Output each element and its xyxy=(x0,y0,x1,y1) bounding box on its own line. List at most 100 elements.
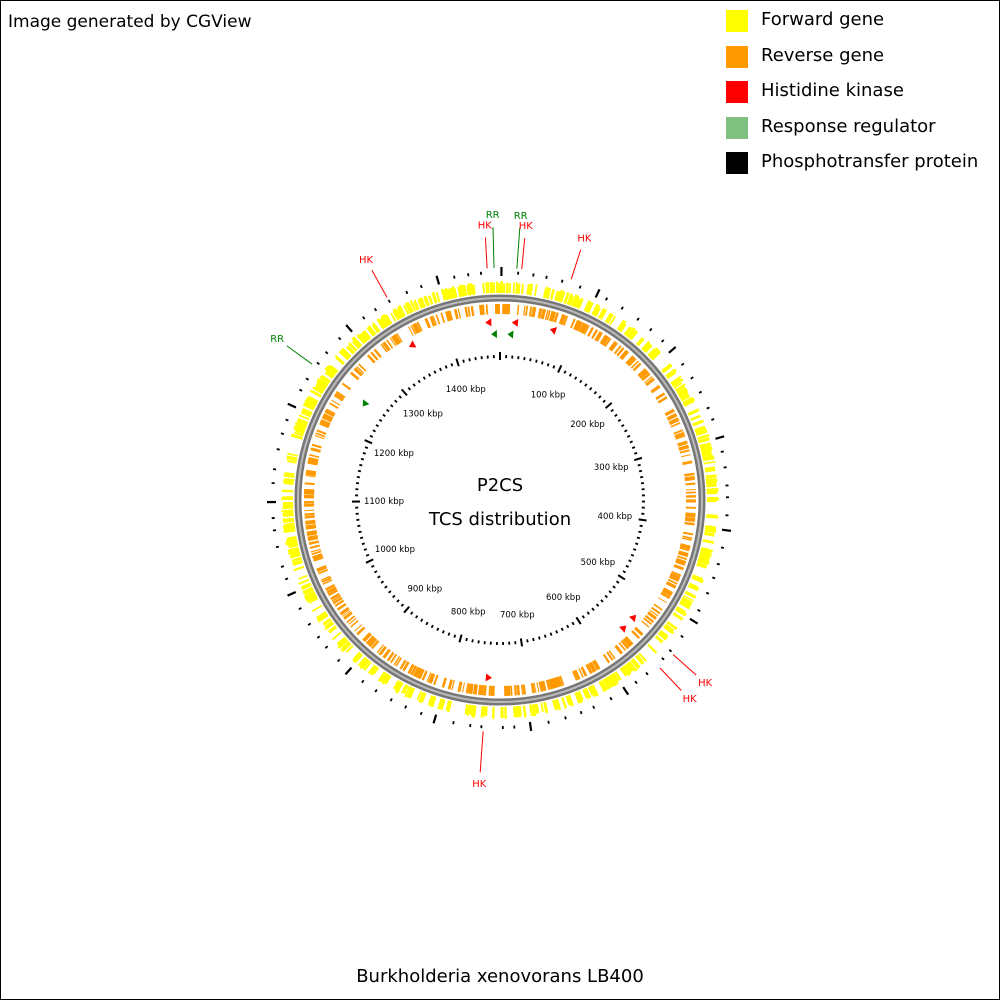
forward-gene-mark xyxy=(282,518,295,524)
reverse-gene-mark xyxy=(685,512,696,516)
reverse-gene-mark xyxy=(680,543,691,549)
forward-gene-mark xyxy=(522,705,527,718)
ruler-minor-tick xyxy=(538,636,541,640)
forward-gene-mark xyxy=(642,343,652,352)
ruler-minor-tick xyxy=(360,457,365,461)
ruler-minor-tick xyxy=(417,379,421,384)
ruler-label: 800 kbp xyxy=(451,608,486,618)
forward-gene-mark xyxy=(282,517,294,522)
ruler-minor-tick xyxy=(639,524,643,528)
forward-gene-mark xyxy=(440,699,446,710)
reverse-gene-mark xyxy=(678,445,690,451)
forward-gene-mark xyxy=(611,673,619,683)
reverse-gene-mark xyxy=(667,578,678,585)
forward-gene-mark xyxy=(284,472,295,477)
forward-gene-mark xyxy=(704,531,715,537)
reverse-gene-mark xyxy=(307,535,318,540)
ruler-label: 700 kbp xyxy=(500,611,535,621)
reverse-gene-mark xyxy=(630,360,639,369)
forward-gene-mark xyxy=(705,477,717,481)
reverse-gene-mark xyxy=(578,668,584,678)
ruler-minor-tick xyxy=(555,630,559,634)
kbp-ruler: 100 kbp 200 kbp 300 kbp 400 kbp 500 kbp 600 k… xyxy=(351,352,647,647)
forward-gene-mark xyxy=(638,652,647,662)
ruler-minor-tick xyxy=(560,627,564,632)
forward-gene-mark xyxy=(348,342,358,352)
outer-tick xyxy=(453,275,456,279)
reverse-gene-mark xyxy=(371,640,380,650)
ruler-minor-tick xyxy=(586,611,590,615)
reverse-gene-mark xyxy=(319,422,330,429)
ruler-minor-tick xyxy=(615,580,620,584)
reverse-gene-mark xyxy=(336,603,347,611)
outer-tick xyxy=(545,275,548,279)
forward-gene-mark xyxy=(431,292,437,304)
forward-gene-mark xyxy=(700,549,711,554)
forward-gene-mark xyxy=(702,456,715,461)
forward-gene-mark xyxy=(534,703,540,714)
outer-tick xyxy=(622,686,630,696)
outer-tick xyxy=(711,418,715,421)
forward-gene-mark xyxy=(329,364,339,373)
forward-gene-mark xyxy=(401,684,409,695)
forward-gene-mark xyxy=(543,286,550,299)
reverse-gene-mark xyxy=(389,337,397,347)
forward-gene-mark xyxy=(308,396,319,404)
reverse-gene-mark xyxy=(356,627,366,636)
organism-name: Burkholderia xenovorans LB400 xyxy=(356,966,644,987)
reverse-gene-mark xyxy=(677,441,688,447)
ruler-minor-tick xyxy=(364,446,369,449)
forward-gene-mark xyxy=(289,547,300,553)
forward-gene-mark xyxy=(351,336,363,348)
forward-gene-mark xyxy=(651,351,662,361)
reverse-gene-mark xyxy=(550,311,556,322)
forward-gene-mark xyxy=(586,302,594,314)
reverse-gene-mark xyxy=(314,435,325,440)
reverse-gene-mark xyxy=(367,637,376,646)
ruler-minor-tick xyxy=(529,358,532,362)
hk-leader-line xyxy=(371,270,388,298)
histidine-kinase-marker xyxy=(485,673,493,682)
reverse-gene-mark xyxy=(580,323,588,334)
outer-tick xyxy=(373,307,378,312)
ruler-label: 1400 kbp xyxy=(446,385,486,395)
forward-gene-mark xyxy=(515,284,519,294)
legend-label-forward-gene: Forward gene xyxy=(761,9,885,30)
forward-gene-mark xyxy=(393,679,401,690)
legend-swatch-forward-gene xyxy=(726,10,748,32)
ruler-major-tick xyxy=(458,634,463,643)
reverse-gene-mark xyxy=(533,682,537,693)
outer-tick-track xyxy=(266,266,732,732)
reverse-gene-mark xyxy=(440,312,446,323)
reverse-gene-mark xyxy=(522,684,527,695)
legend-swatch-phosphotransfer-protein xyxy=(726,152,748,174)
reverse-gene-mark xyxy=(396,333,403,343)
reverse-gene-mark xyxy=(362,632,372,642)
reverse-gene-mark xyxy=(310,448,321,453)
reverse-gene-mark xyxy=(421,670,428,681)
reverse-gene-mark xyxy=(679,449,690,454)
forward-gene-mark xyxy=(681,597,693,605)
forward-gene-mark xyxy=(706,483,717,487)
reverse-gene-mark xyxy=(675,435,686,440)
ruler-minor-tick xyxy=(407,387,411,391)
reverse-gene-mark xyxy=(538,681,544,692)
reverse-gene-mark xyxy=(685,488,696,491)
reverse-gene-mark xyxy=(307,459,318,465)
ruler-minor-tick xyxy=(386,408,390,413)
ruler-minor-tick xyxy=(636,536,641,540)
forward-gene-mark xyxy=(296,424,307,431)
forward-gene-mark xyxy=(371,666,380,676)
legend-label-histidine-kinase: Histidine kinase xyxy=(761,80,904,101)
forward-gene-mark xyxy=(298,574,308,580)
reverse-gene-mark xyxy=(470,305,475,317)
forward-gene-mark xyxy=(367,664,376,674)
reverse-gene-mark xyxy=(323,413,334,420)
forward-gene-mark xyxy=(407,687,416,699)
forward-gene-mark xyxy=(406,686,414,698)
reverse-gene-mark xyxy=(685,515,696,518)
forward-gene-mark xyxy=(555,290,561,302)
reverse-gene-mark xyxy=(312,553,323,558)
forward-gene-mark xyxy=(584,688,591,699)
ruler-minor-tick xyxy=(629,440,633,444)
